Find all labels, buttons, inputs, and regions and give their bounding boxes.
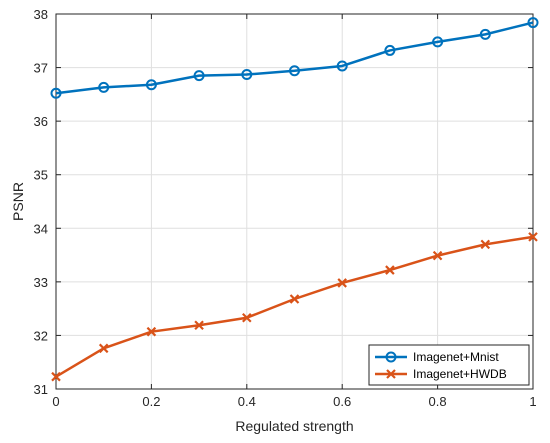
data-series <box>50 17 539 382</box>
data-point <box>432 36 444 48</box>
data-point <box>432 250 443 261</box>
y-tick-label: 35 <box>34 168 48 183</box>
x-tick-label: 0.6 <box>333 394 351 409</box>
y-tick-label: 31 <box>34 382 48 397</box>
data-point <box>241 69 253 81</box>
legend: Imagenet+Mnist Imagenet+HWDB <box>368 344 530 386</box>
legend-box <box>368 344 530 386</box>
y-tick-label: 38 <box>34 7 48 22</box>
legend-entry: Imagenet+Mnist <box>375 350 499 364</box>
plot-area-border <box>55 13 534 390</box>
y-tick-label: 32 <box>34 328 48 343</box>
axis-ticks: 0 0.2 0.4 0.6 0.8 1 31 32 33 34 35 36 37 38 <box>34 7 537 409</box>
y-tick-label: 37 <box>34 61 48 76</box>
x-tick-label: 1 <box>529 394 536 409</box>
data-point <box>289 294 300 304</box>
data-point <box>385 351 397 363</box>
data-point <box>386 369 396 379</box>
x-tick-label: 0.4 <box>238 394 256 409</box>
legend-entry: Imagenet+HWDB <box>375 367 507 381</box>
y-tick-label: 36 <box>34 114 48 129</box>
data-point <box>50 87 62 99</box>
legend-items: Imagenet+Mnist Imagenet+HWDB <box>375 350 507 381</box>
data-point <box>242 312 252 323</box>
data-point <box>480 239 491 250</box>
series-imagenet-mnist <box>50 17 539 99</box>
x-axis-label: Regulated strength <box>235 418 353 434</box>
data-point <box>528 232 538 242</box>
series-imagenet-hwdb <box>51 232 538 382</box>
data-point <box>385 265 395 275</box>
data-point <box>337 278 347 288</box>
data-point <box>384 44 396 56</box>
legend-label: Imagenet+HWDB <box>413 367 507 381</box>
y-axis-label: PSNR <box>10 182 26 221</box>
series-line <box>55 21 534 95</box>
y-tick-label: 34 <box>34 221 48 236</box>
x-tick-label: 0 <box>52 394 59 409</box>
data-point <box>51 371 61 382</box>
data-point <box>146 326 157 337</box>
x-tick-label: 0.2 <box>142 394 160 409</box>
y-tick-label: 33 <box>34 275 48 290</box>
data-point <box>194 320 204 331</box>
x-tick-label: 0.8 <box>429 394 447 409</box>
legend-label: Imagenet+Mnist <box>413 350 499 364</box>
data-point <box>289 65 300 77</box>
data-point <box>145 79 157 91</box>
data-point <box>336 60 348 72</box>
data-point <box>193 70 205 82</box>
data-point <box>527 17 539 29</box>
data-point <box>98 81 110 93</box>
data-point <box>98 343 109 354</box>
data-point <box>479 28 491 40</box>
